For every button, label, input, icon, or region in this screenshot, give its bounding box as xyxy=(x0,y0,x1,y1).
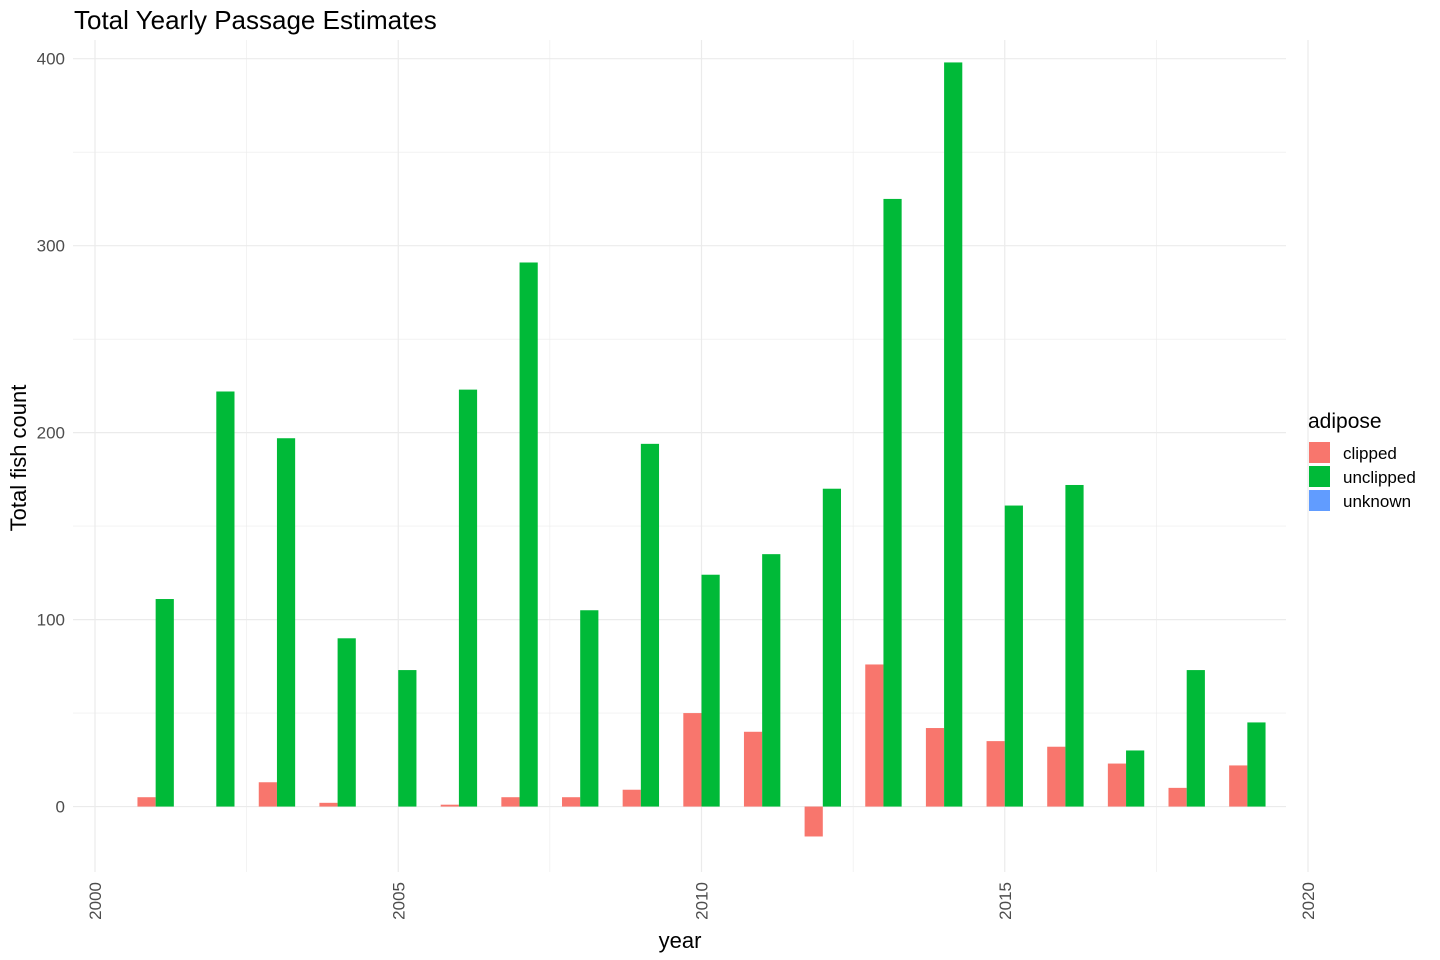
bar-unclipped-2018 xyxy=(1186,670,1205,807)
bar-clipped-2011 xyxy=(743,731,763,807)
bar-clipped-2007 xyxy=(501,797,520,807)
bar-unclipped-2004 xyxy=(337,638,356,807)
y-tick-label: 300 xyxy=(37,237,65,256)
x-tick-label: 2020 xyxy=(1299,882,1318,920)
bar-unclipped-2007 xyxy=(519,262,538,807)
bar-clipped-2010 xyxy=(683,713,702,807)
bar-unclipped-2002 xyxy=(216,391,235,807)
bar-clipped-2018 xyxy=(1168,787,1187,807)
chart-title: Total Yearly Passage Estimates xyxy=(74,5,437,35)
bar-clipped-2013 xyxy=(865,664,884,807)
y-tick-label: 0 xyxy=(56,798,65,817)
bar-unclipped-2010 xyxy=(701,574,720,807)
bar-unclipped-2001 xyxy=(155,599,174,807)
bar-unclipped-2009 xyxy=(640,443,660,807)
y-axis-ticks: 0 100 200 300 400 xyxy=(37,50,65,817)
legend-swatch-unknown xyxy=(1309,490,1330,511)
bar-clipped-2015 xyxy=(986,741,1005,807)
bar-clipped-2016 xyxy=(1047,746,1066,807)
bar-unclipped-2008 xyxy=(580,610,599,807)
x-axis-ticks: 2000 2005 2010 2015 2020 xyxy=(86,882,1318,920)
bar-clipped-2003 xyxy=(258,782,277,807)
y-tick-label: 100 xyxy=(37,611,65,630)
legend-swatch-unclipped xyxy=(1309,466,1330,487)
bar-unclipped-2013 xyxy=(883,198,902,807)
bar-clipped-2008 xyxy=(562,797,581,807)
bar-unclipped-2017 xyxy=(1126,750,1145,807)
grid-lines xyxy=(73,40,1309,872)
bar-unclipped-2006 xyxy=(458,389,478,807)
bar-unclipped-2011 xyxy=(762,554,781,807)
bar-clipped-2014 xyxy=(925,728,945,807)
x-tick-label: 2005 xyxy=(389,882,408,920)
bars xyxy=(137,62,1266,837)
bar-clipped-2012 xyxy=(804,806,823,837)
y-tick-label: 200 xyxy=(37,424,65,443)
legend-items: clipped unclipped unknown xyxy=(1309,442,1416,511)
bar-unclipped-2019 xyxy=(1247,722,1266,807)
y-tick-label: 400 xyxy=(37,50,65,69)
bar-unclipped-2003 xyxy=(276,438,296,807)
bar-unclipped-2005 xyxy=(398,670,417,807)
legend-label-clipped: clipped xyxy=(1343,444,1397,463)
bar-unclipped-2015 xyxy=(1004,505,1023,807)
x-tick-label: 2015 xyxy=(996,882,1015,920)
bar-clipped-2019 xyxy=(1229,765,1248,807)
legend-label-unknown: unknown xyxy=(1343,492,1411,511)
legend-label-unclipped: unclipped xyxy=(1343,468,1416,487)
legend: adipose clipped unclipped unknown xyxy=(1308,410,1416,511)
bar-unclipped-2016 xyxy=(1065,484,1084,807)
y-axis-title: Total fish count xyxy=(6,385,31,532)
bar-clipped-2001 xyxy=(137,797,156,807)
bar-clipped-2009 xyxy=(622,789,641,807)
legend-title: adipose xyxy=(1308,410,1382,433)
bar-unclipped-2014 xyxy=(944,62,963,807)
bar-clipped-2017 xyxy=(1107,763,1127,807)
x-axis-title: year xyxy=(659,928,702,953)
bar-clipped-2004 xyxy=(319,802,338,807)
bar-unclipped-2012 xyxy=(822,488,841,807)
legend-swatch-clipped xyxy=(1309,442,1330,463)
x-tick-label: 2010 xyxy=(693,882,712,920)
bar-clipped-2006 xyxy=(440,804,459,807)
x-tick-label: 2000 xyxy=(86,882,105,920)
